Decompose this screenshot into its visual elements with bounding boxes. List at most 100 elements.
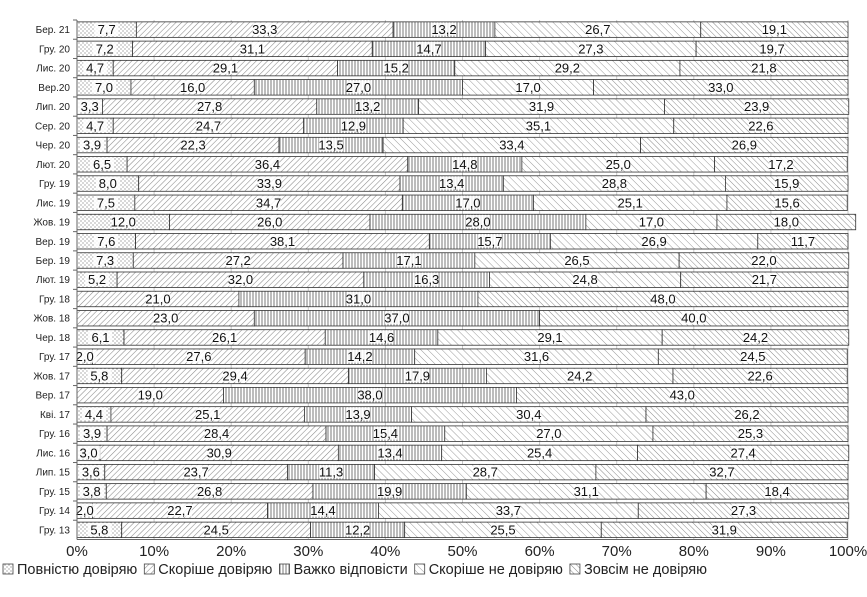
data-label-bg: [731, 445, 756, 459]
data-label: 19,7: [759, 41, 784, 56]
data-label: 26,2: [734, 407, 759, 422]
y-category-label: Гру. 13: [39, 525, 70, 536]
data-label-bg: [602, 176, 627, 190]
data-label-bg: [88, 330, 113, 344]
data-label: 36,4: [255, 157, 280, 172]
data-label-bg: [526, 118, 551, 132]
data-label-bg: [79, 484, 104, 498]
legend-label: Зовсім не довіряю: [584, 562, 707, 578]
data-label: 17,1: [396, 253, 421, 268]
data-label-bg: [751, 253, 776, 267]
data-label: 28,8: [602, 176, 627, 191]
data-label-bg: [369, 330, 394, 344]
x-tick-label: 50%: [447, 543, 477, 560]
data-label: 23,0: [153, 311, 178, 326]
data-label: 31,1: [240, 41, 265, 56]
data-label-bg: [416, 41, 441, 55]
data-label-bg: [536, 426, 561, 440]
data-label-bg: [72, 349, 97, 363]
data-label: 25,0: [606, 157, 631, 172]
data-label: 7,6: [97, 234, 115, 249]
data-label: 31,9: [529, 99, 554, 114]
data-label-bg: [414, 272, 439, 286]
data-label-bg: [153, 311, 178, 325]
data-label-bg: [496, 503, 521, 517]
data-label: 17,0: [515, 80, 540, 95]
data-label: 21,0: [145, 291, 170, 306]
y-category-label: Лют. 19: [36, 275, 70, 286]
data-label: 13,2: [355, 99, 380, 114]
data-label: 27,3: [731, 503, 756, 518]
data-label: 14,2: [347, 349, 372, 364]
data-label: 33,7: [496, 503, 521, 518]
data-label-bg: [346, 80, 371, 94]
legend-swatch: [279, 563, 290, 575]
data-label: 28,7: [473, 465, 498, 480]
y-category-label: Лип. 20: [36, 102, 71, 113]
data-label-bg: [734, 407, 759, 421]
data-label-bg: [790, 234, 815, 248]
data-label-bg: [439, 176, 464, 190]
data-label: 29,4: [222, 368, 247, 383]
data-label-bg: [473, 465, 498, 479]
data-label: 26,7: [585, 22, 610, 37]
data-label: 12,0: [111, 215, 136, 230]
data-label-bg: [650, 291, 675, 305]
data-label-bg: [567, 368, 592, 382]
data-label: 33,9: [257, 176, 282, 191]
data-label: 6,5: [93, 157, 111, 172]
data-label: 33,0: [708, 80, 733, 95]
data-label-bg: [92, 41, 117, 55]
data-label: 31,1: [574, 484, 599, 499]
x-tick-label: 90%: [756, 543, 786, 560]
data-label: 3,8: [83, 484, 101, 499]
data-label: 3,6: [82, 465, 100, 480]
legend-label: Важко відповісти: [293, 562, 407, 578]
y-category-label: Чер. 20: [36, 141, 71, 152]
data-label-bg: [87, 368, 112, 382]
data-label: 17,0: [455, 195, 480, 210]
data-label: 7,0: [95, 80, 113, 95]
y-category-label: Лип. 15: [36, 468, 71, 479]
data-label-bg: [186, 349, 211, 363]
data-label: 15,4: [373, 426, 398, 441]
data-label-bg: [670, 388, 695, 402]
data-label: 24,7: [196, 118, 221, 133]
data-label-bg: [555, 61, 580, 75]
data-label: 25,1: [195, 407, 220, 422]
y-category-label: Жов. 18: [33, 314, 70, 325]
data-label: 14,4: [310, 503, 335, 518]
data-label: 13,4: [439, 176, 464, 191]
data-label: 24,2: [567, 368, 592, 383]
y-category-label: Сер. 20: [35, 121, 70, 132]
data-label-bg: [197, 99, 222, 113]
data-label-bg: [743, 330, 768, 344]
data-label: 32,0: [228, 272, 253, 287]
data-label-bg: [765, 484, 790, 498]
y-category-label: Гру. 19: [39, 179, 70, 190]
data-label-bg: [606, 157, 631, 171]
data-label: 17,0: [639, 215, 664, 230]
data-label: 25,4: [527, 445, 552, 460]
data-label-bg: [93, 195, 118, 209]
data-label: 43,0: [670, 388, 695, 403]
data-label: 3,9: [83, 426, 101, 441]
data-label: 48,0: [650, 291, 675, 306]
data-label-bg: [452, 157, 477, 171]
data-label-bg: [78, 465, 103, 479]
data-label-bg: [405, 368, 430, 382]
data-label: 16,0: [180, 80, 205, 95]
data-label-bg: [319, 138, 344, 152]
data-label: 22,0: [751, 253, 776, 268]
data-label-bg: [527, 445, 552, 459]
data-label-bg: [396, 253, 421, 267]
data-label-bg: [80, 426, 105, 440]
data-label: 19,9: [377, 484, 402, 499]
data-label: 31,9: [712, 522, 737, 537]
data-label: 24,2: [743, 330, 768, 345]
data-label: 26,1: [212, 330, 237, 345]
data-label-bg: [87, 522, 112, 536]
y-category-label: Бер. 21: [36, 25, 71, 36]
data-label-bg: [524, 349, 549, 363]
